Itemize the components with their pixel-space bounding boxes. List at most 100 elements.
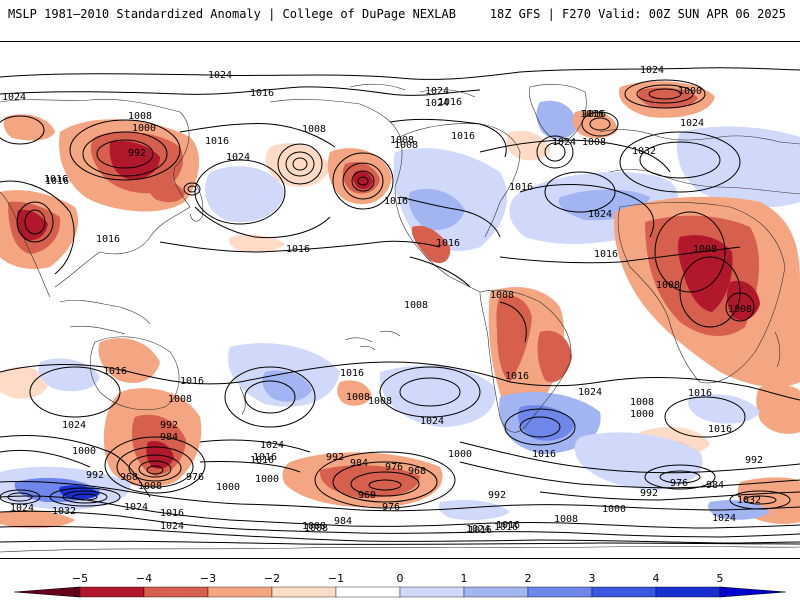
contour-label: 1016: [250, 88, 274, 99]
contour-label: 1016: [438, 97, 462, 108]
contour-label: 1016: [180, 376, 204, 387]
colorbar-segment: [271, 586, 337, 598]
contour-label: 1024: [160, 521, 184, 532]
colorbar-segment: [655, 586, 721, 598]
contour-label: 1024: [425, 86, 449, 97]
colorbar-tick-label: 1: [461, 572, 468, 585]
contour-label: 992: [326, 452, 344, 463]
contour-label: 1008: [304, 523, 328, 534]
colorbar-tick-label: −4: [136, 572, 152, 585]
contour-label: 1024: [260, 440, 284, 451]
contour-label: 1024: [552, 137, 576, 148]
contour-label: 1016: [505, 371, 529, 382]
contour-label: 1016: [532, 449, 556, 460]
contour-label: 1016: [580, 109, 604, 120]
colorbar-tick-label: −5: [72, 572, 88, 585]
contour-label: 1000: [602, 504, 626, 515]
colorbar-segment: [591, 586, 657, 598]
contour-label: 1024: [124, 502, 148, 513]
colorbar-tick-label: −1: [328, 572, 344, 585]
contour-label: 1008: [128, 111, 152, 122]
contour-label: 1024: [588, 209, 612, 220]
colorbar-segment: [143, 586, 209, 598]
contour-label: 1016: [582, 109, 606, 120]
contour-label: 1024: [712, 513, 736, 524]
contour-label: 1008: [582, 137, 606, 148]
contour-label: 1024: [208, 70, 232, 81]
contour-label: 984: [350, 458, 368, 469]
contour-label: 1016: [436, 238, 460, 249]
contour-label: 976: [382, 502, 400, 513]
contour-label: 1000: [216, 482, 240, 493]
colorbar-segment: [207, 586, 273, 598]
contour-label: 1024: [226, 152, 250, 163]
contour-label: 1008: [390, 135, 414, 146]
contour-label: 992: [745, 455, 763, 466]
colorbar-tick-label: −2: [264, 572, 280, 585]
contour-label: 1024: [425, 98, 449, 109]
contour-label: 1008: [394, 140, 418, 151]
contour-label: 1016: [384, 196, 408, 207]
contour-label: 1016: [708, 424, 732, 435]
colorbar-arrow-high: [719, 586, 787, 598]
contour-label: 1032: [737, 495, 761, 506]
colorbar-arrow-low: [13, 586, 81, 598]
contour-label: 1032: [632, 146, 656, 157]
contour-label: 1016: [253, 452, 277, 463]
contour-label: 1008: [346, 392, 370, 403]
contour-label: 1024: [578, 387, 602, 398]
colorbar-tick-label: 4: [653, 572, 660, 585]
contour-label: 1008: [728, 304, 752, 315]
contour-label: 1016: [103, 366, 127, 377]
contour-label: 1016: [160, 508, 184, 519]
contour-label: 1032: [52, 506, 76, 517]
contour-label: 1024: [62, 420, 86, 431]
contour-label: 1008: [138, 481, 162, 492]
contour-label: 1000: [255, 474, 279, 485]
colorbar-segment: [335, 586, 401, 598]
contour-label: 1016: [468, 525, 492, 536]
anomaly-map: 1024 1016 1024 1024 1000 1016 1008 1000 …: [0, 41, 800, 559]
contour-label: 1016: [494, 522, 518, 533]
contour-label: 976: [385, 462, 403, 473]
contour-label: 1016: [250, 455, 274, 466]
contour-label: 1016: [594, 249, 618, 260]
contour-label: 1000: [448, 449, 472, 460]
contour-label: 976: [186, 472, 204, 483]
contour-label: 1000: [132, 123, 156, 134]
colorbar-segment: [527, 586, 593, 598]
contour-label: 992: [86, 470, 104, 481]
contour-label: 1016: [44, 174, 68, 185]
contour-labels: 1024 1016 1024 1024 1000 1016 1008 1000 …: [2, 65, 763, 536]
contour-label: 992: [488, 490, 506, 501]
colorbar-segment: [463, 586, 529, 598]
contour-label: 1016: [688, 388, 712, 399]
contour-label: 1016: [45, 176, 69, 187]
contour-label: 1008: [368, 396, 392, 407]
colorbar-tick-label: 5: [717, 572, 724, 585]
contour-label: 1016: [340, 368, 364, 379]
contour-label: 1024: [466, 524, 490, 535]
contour-label: 992: [160, 420, 178, 431]
colorbar-tick-label: −3: [200, 572, 216, 585]
contour-label: 1000: [630, 409, 654, 420]
colorbar-segment: [79, 586, 145, 598]
contour-label: 1008: [693, 244, 717, 255]
contour-label: 1008: [404, 300, 428, 311]
contour-label: 1008: [630, 397, 654, 408]
contour-label: 1008: [302, 521, 326, 532]
contour-label: 992: [128, 148, 146, 159]
contour-label: 992: [640, 488, 658, 499]
contour-label: 1024: [640, 65, 664, 76]
anomaly-shading: [0, 81, 800, 529]
colorbar-tick-label: 0: [397, 572, 404, 585]
colorbar-segment: [399, 586, 465, 598]
contour-label: 1016: [205, 136, 229, 147]
contour-label: 1016: [286, 244, 310, 255]
contour-label: 1008: [656, 280, 680, 291]
contour-label: 1008: [554, 514, 578, 525]
contour-label: 984: [160, 432, 178, 443]
contour-label: 984: [706, 480, 724, 491]
contour-label: 984: [334, 516, 352, 527]
contour-label: 1016: [451, 131, 475, 142]
